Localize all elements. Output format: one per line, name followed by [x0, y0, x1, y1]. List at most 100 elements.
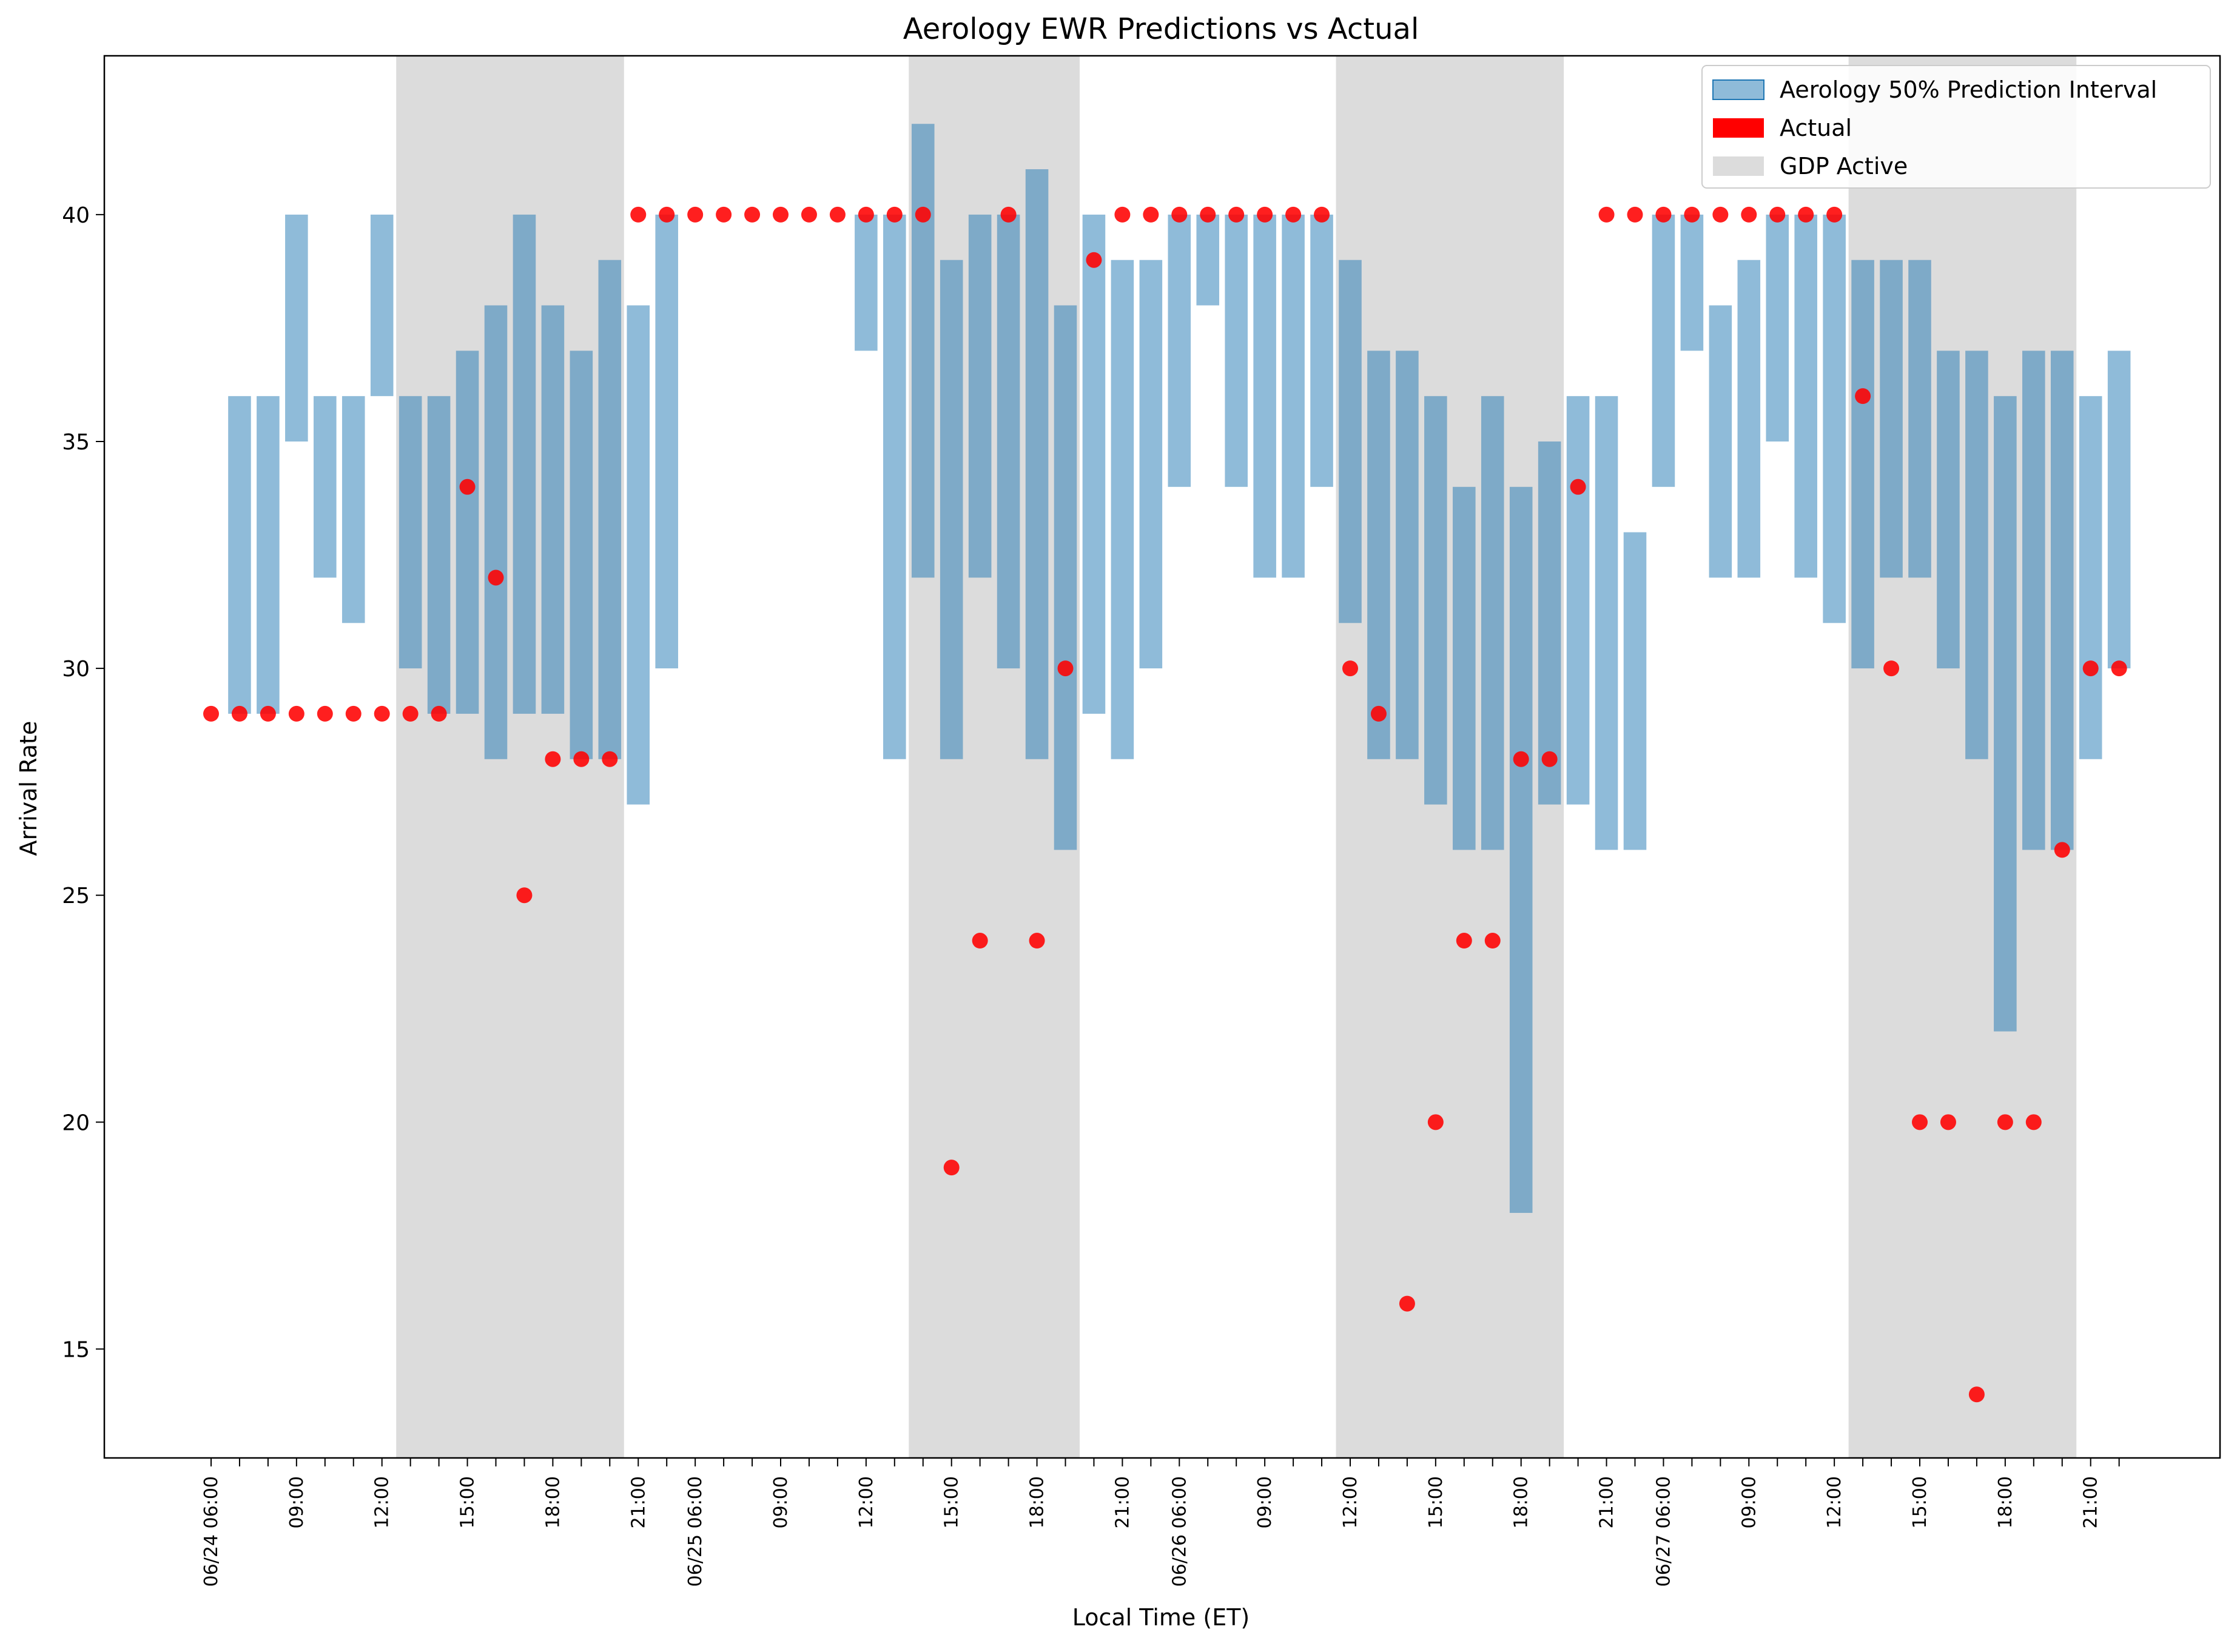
x-tick-label: 09:00: [1738, 1476, 1760, 1528]
prediction-interval-bar: [1965, 351, 1988, 759]
actual-point: [1342, 660, 1358, 677]
actual-point: [1997, 1114, 2013, 1130]
actual-point: [744, 206, 761, 223]
actual-point: [1484, 933, 1501, 949]
actual-point: [659, 206, 675, 223]
actual-point: [1712, 206, 1729, 223]
x-tick-label: 21:00: [1112, 1476, 1133, 1528]
actual-point: [2082, 660, 2099, 677]
x-tick-label: 06/24 06:00: [201, 1476, 222, 1587]
actual-points: [203, 206, 2127, 1403]
prediction-interval-bar: [1595, 396, 1618, 850]
actual-point: [858, 206, 874, 223]
prediction-interval-bar: [883, 214, 906, 759]
actual-point: [829, 206, 846, 223]
actual-point: [1000, 206, 1017, 223]
actual-point: [1798, 206, 1814, 223]
x-tick-label: 12:00: [1824, 1476, 1845, 1528]
actual-point: [1086, 252, 1102, 268]
prediction-interval-bar: [1196, 214, 1220, 306]
actual-point: [716, 206, 732, 223]
actual-point: [1855, 388, 1871, 405]
prediction-interval-bar: [968, 214, 992, 578]
actual-point: [1114, 206, 1131, 223]
actual-point: [203, 705, 219, 722]
x-tick-label: 15:00: [1425, 1476, 1447, 1528]
actual-point: [2025, 1114, 2042, 1130]
actual-point: [1427, 1114, 1444, 1130]
actual-point: [801, 206, 817, 223]
x-tick-label: 12:00: [856, 1476, 877, 1528]
prediction-interval-bar: [2022, 351, 2045, 850]
x-tick-label: 15:00: [941, 1476, 963, 1528]
actual-point: [1541, 751, 1558, 767]
x-tick-label: 06/26 06:00: [1169, 1476, 1190, 1587]
legend: Aerology 50% Prediction Interval Actual GD…: [1701, 65, 2211, 189]
prediction-interval-bar: [1025, 169, 1049, 759]
actual-point: [886, 206, 903, 223]
prediction-interval-bar: [1851, 260, 1874, 669]
actual-point: [1399, 1295, 1415, 1312]
prediction-interval-bar: [456, 351, 479, 714]
prediction-interval-bar: [1453, 486, 1476, 850]
prediction-interval-bar: [1367, 351, 1390, 759]
actual-point: [516, 887, 533, 904]
prediction-interval-bar: [855, 214, 878, 351]
actual-point: [1200, 206, 1216, 223]
actual-point: [1057, 660, 1074, 677]
prediction-interval-bar: [1709, 305, 1732, 578]
prediction-interval-bar: [1225, 214, 1248, 487]
x-tick-label: 18:00: [542, 1476, 563, 1528]
prediction-interval-bar: [1481, 396, 1504, 850]
x-tick-label: 09:00: [770, 1476, 792, 1528]
prediction-interval-bar: [1823, 214, 1846, 623]
actual-point: [1029, 933, 1045, 949]
actual-point: [488, 569, 504, 586]
y-tick-labels: 15 20 25 30 35 40: [62, 203, 90, 1363]
prediction-interval-bar: [1396, 351, 1419, 759]
x-axis-label: Local Time (ET): [1072, 1604, 1250, 1631]
chart-title: Aerology EWR Predictions vs Actual: [903, 12, 1419, 46]
actual-point: [943, 1160, 960, 1176]
x-tick-label: 06/27 06:00: [1653, 1476, 1674, 1587]
actual-point: [260, 705, 276, 722]
actual-point: [2054, 842, 2070, 858]
legend-label: Actual: [1780, 115, 1852, 141]
prediction-interval-bar: [1652, 214, 1675, 487]
prediction-interval-bar: [1994, 396, 2017, 1032]
actual-point: [573, 751, 590, 767]
legend-label: GDP Active: [1780, 153, 1908, 180]
y-tick-label: 20: [62, 1110, 90, 1135]
x-tick-label: 15:00: [457, 1476, 479, 1528]
axis-ticks: [96, 213, 2120, 1466]
x-tick-label: 12:00: [372, 1476, 393, 1528]
actual-point: [345, 705, 362, 722]
prediction-interval-bar: [1282, 214, 1305, 578]
prediction-interval-bar: [1054, 305, 1077, 850]
y-axis-label: Arrival Rate: [15, 721, 42, 856]
prediction-interval-bar: [1339, 260, 1362, 623]
legend-label: Aerology 50% Prediction Interval: [1780, 76, 2157, 103]
x-tick-label: 15:00: [1909, 1476, 1931, 1528]
prediction-interval-bar: [399, 396, 422, 669]
y-tick-label: 15: [62, 1337, 90, 1362]
legend-swatch: [1713, 118, 1764, 138]
actual-point: [1456, 933, 1472, 949]
actual-point: [1598, 206, 1615, 223]
actual-point: [288, 705, 304, 722]
actual-point: [1655, 206, 1672, 223]
legend-swatch: [1712, 79, 1764, 100]
prediction-interval-bar: [627, 305, 650, 805]
y-tick-label: 40: [62, 203, 90, 228]
x-tick-label: 18:00: [1511, 1476, 1532, 1528]
prediction-interval-bar: [1424, 396, 1447, 805]
prediction-interval-bar: [285, 214, 308, 442]
actual-point: [1285, 206, 1302, 223]
x-tick-label: 21:00: [2081, 1476, 2102, 1528]
prediction-interval-bars: [228, 124, 2131, 1213]
prediction-interval-bar: [513, 214, 536, 714]
prediction-interval-bar: [228, 396, 251, 714]
x-tick-label: 06/25 06:00: [685, 1476, 706, 1587]
actual-point: [402, 705, 419, 722]
